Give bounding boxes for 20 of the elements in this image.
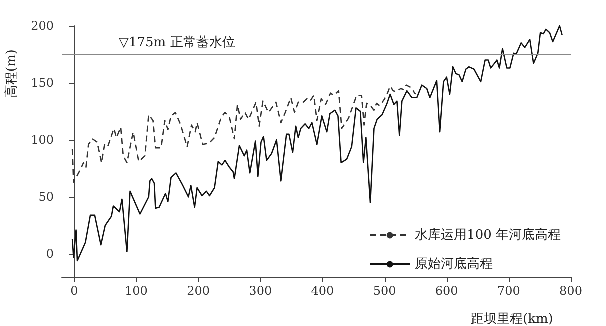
x-tick-label: 700	[497, 284, 520, 298]
x-tick-label: 300	[249, 284, 272, 298]
legend-label: 原始河底高程	[415, 256, 494, 272]
x-tick-label: 500	[373, 284, 396, 298]
x-tick-label: 800	[560, 284, 582, 298]
y-axis-title: 高程(m)	[4, 50, 20, 98]
y-tick-label: 50	[38, 190, 54, 204]
y-tick-label: 100	[31, 133, 54, 148]
legend-label: 水库运用100 年河底高程	[415, 227, 562, 243]
x-tick-label: 400	[311, 284, 334, 298]
line-series	[72, 84, 416, 183]
x-tick-label: 200	[187, 284, 210, 298]
x-tick-label: 0	[70, 284, 78, 298]
x-tick-label: 600	[435, 284, 458, 298]
x-axis-title: 距坝里程(km)	[471, 312, 554, 326]
y-tick-label: 150	[31, 76, 54, 90]
y-tick-label: 0	[46, 247, 54, 262]
x-tick-label: 100	[125, 284, 148, 298]
y-tick-label: 200	[31, 19, 54, 33]
ref-line-label: ▽175m 正常蓄水位	[119, 36, 236, 51]
